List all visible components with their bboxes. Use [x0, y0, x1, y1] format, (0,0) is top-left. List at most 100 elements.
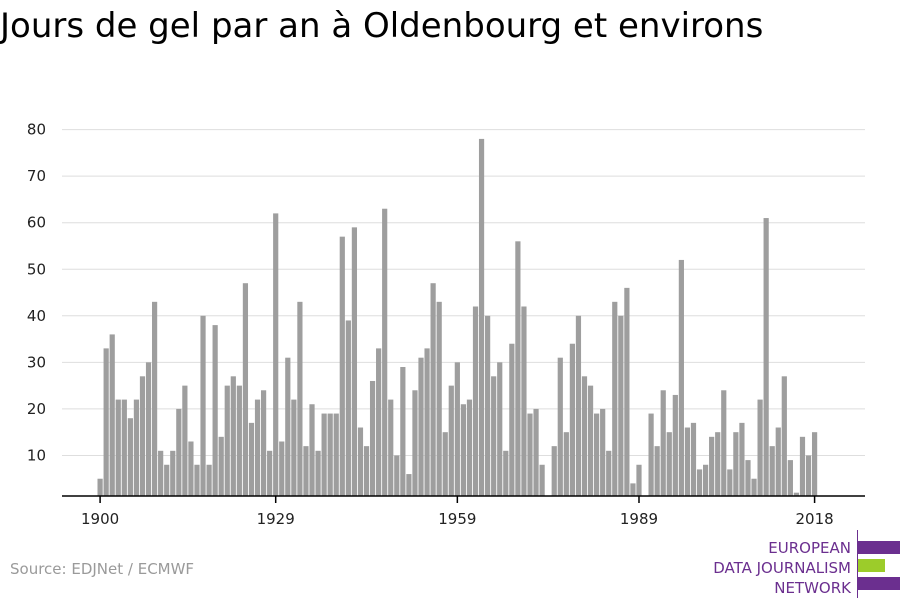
bar-1913	[176, 408, 182, 496]
y-tick-label-40: 40	[27, 307, 46, 325]
logo-bar-bottom	[858, 577, 900, 590]
bar-1993	[660, 390, 666, 496]
bar-2012	[775, 427, 781, 496]
bar-1948	[388, 399, 394, 496]
x-tick-label-1900: 1900	[81, 510, 119, 528]
bar-1931	[285, 357, 291, 496]
bar-1902	[109, 334, 115, 496]
bar-1917	[200, 315, 206, 496]
bar-1939	[333, 413, 339, 496]
bar-1983	[600, 408, 606, 496]
bar-1988	[630, 483, 636, 496]
bar-1925	[248, 422, 255, 496]
bar-1982	[594, 413, 600, 496]
bar-series	[97, 138, 818, 497]
bar-1900	[97, 478, 103, 496]
bar-1936	[315, 450, 321, 496]
bar-1901	[103, 348, 109, 496]
bar-1928	[267, 450, 273, 496]
bar-1969	[515, 241, 521, 496]
bar-2006	[739, 422, 745, 496]
bar-1968	[509, 343, 515, 496]
bar-1959	[454, 362, 460, 496]
bar-1967	[503, 450, 509, 496]
bar-1958	[448, 385, 454, 497]
bar-2003	[721, 390, 727, 496]
bar-2001	[709, 436, 715, 496]
bar-1910	[158, 450, 164, 496]
logo-bar-middle	[858, 559, 885, 572]
bar-1907	[139, 376, 146, 496]
bar-2011	[769, 446, 775, 496]
bar-1918	[206, 464, 212, 496]
bar-1955	[430, 283, 436, 496]
bar-1927	[260, 390, 267, 496]
bar-1933	[297, 301, 303, 496]
bar-1999	[696, 469, 703, 496]
bar-1942	[351, 227, 358, 496]
bar-1938	[327, 413, 333, 496]
bar-1973	[539, 464, 545, 496]
bar-1954	[424, 348, 430, 496]
bar-2000	[703, 464, 709, 496]
bar-1994	[666, 432, 672, 496]
bar-1949	[394, 455, 400, 496]
bar-1977	[563, 432, 569, 496]
bar-2005	[733, 432, 739, 496]
bar-2008	[751, 478, 757, 496]
bar-2015	[793, 492, 800, 496]
bar-1934	[303, 446, 309, 496]
bar-1904	[121, 399, 127, 496]
bar-1945	[369, 380, 376, 496]
bar-1946	[376, 348, 382, 496]
bar-1960	[460, 404, 466, 496]
bar-1986	[618, 315, 624, 496]
bar-1995	[672, 394, 678, 496]
logo-line-network: NETWORK	[774, 579, 851, 597]
bar-1944	[363, 446, 370, 496]
y-axis-tick-labels: 10 20 30 40 50 60 70 80	[27, 121, 46, 465]
bar-1941	[345, 320, 351, 496]
bar-1923	[236, 385, 242, 497]
bar-1956	[436, 301, 442, 496]
bar-1972	[533, 408, 539, 496]
bar-1926	[254, 399, 261, 496]
bar-1930	[279, 441, 285, 496]
bar-1952	[412, 390, 418, 496]
y-tick-label-80: 80	[27, 121, 46, 139]
bar-1908	[145, 362, 152, 496]
bar-1947	[382, 208, 388, 497]
bar-2017	[805, 455, 812, 496]
x-tick-label-1959: 1959	[438, 510, 476, 528]
y-tick-label-50: 50	[27, 260, 46, 278]
bar-1987	[624, 287, 630, 496]
bar-1998	[690, 422, 697, 496]
x-axis-ticks: 1900 1929 1959 1989 2018	[81, 496, 834, 528]
bar-1970	[521, 306, 527, 496]
bar-1953	[418, 357, 424, 496]
y-tick-label-60: 60	[27, 214, 46, 232]
bar-1991	[648, 413, 654, 496]
bar-2007	[745, 460, 751, 496]
chart-title: Jours de gel par an à Oldenbourg et envi…	[0, 6, 764, 46]
bar-2009	[757, 399, 763, 496]
bar-1984	[606, 450, 612, 496]
bar-1962	[472, 306, 479, 496]
bar-2010	[763, 218, 769, 497]
bar-1905	[127, 418, 133, 496]
bar-1971	[527, 413, 533, 496]
bar-1935	[309, 404, 315, 496]
logo-line-european: EUROPEAN	[768, 539, 851, 557]
bar-2018	[811, 432, 818, 496]
bar-2013	[781, 376, 787, 496]
bar-1957	[442, 432, 448, 496]
bar-1981	[587, 385, 594, 497]
y-tick-label-10: 10	[27, 446, 46, 464]
bar-1985	[612, 301, 618, 496]
bar-1992	[654, 446, 660, 496]
x-tick-label-1929: 1929	[257, 510, 295, 528]
bar-2014	[787, 460, 793, 496]
bar-1914	[182, 385, 188, 497]
bar-1961	[466, 399, 473, 496]
bar-1915	[188, 441, 194, 496]
